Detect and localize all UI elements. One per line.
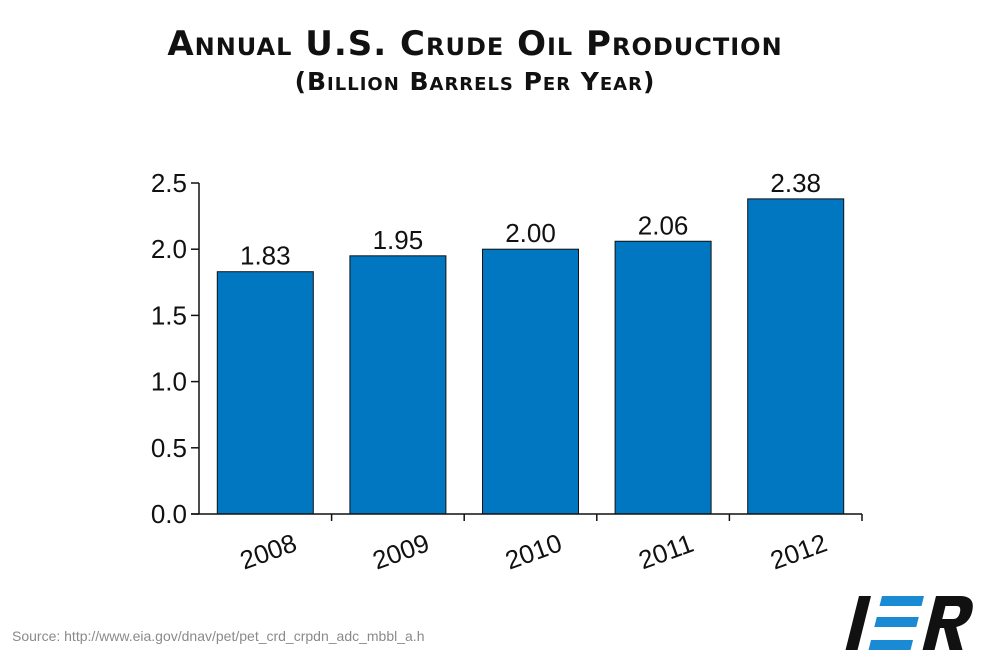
x-tick-label: 2012 xyxy=(766,528,831,576)
y-tick-label: 0.5 xyxy=(151,433,187,463)
title-block: Annual U.S. Crude Oil Production (Billio… xyxy=(0,22,950,98)
bar-value-label: 2.00 xyxy=(505,218,556,248)
bar xyxy=(614,240,712,515)
source-note: Source: http://www.eia.gov/dnav/pet/pet_… xyxy=(12,628,425,644)
y-tick-label: 2.5 xyxy=(151,168,187,198)
bar-value-label: 2.06 xyxy=(638,210,689,240)
y-tick-label: 1.5 xyxy=(151,300,187,330)
bar-value-label: 1.95 xyxy=(373,225,424,255)
bar-value-label: 2.38 xyxy=(770,168,821,198)
x-tick-label: 2011 xyxy=(635,528,698,575)
x-tick-label: 2010 xyxy=(501,528,566,576)
ier-logo xyxy=(845,596,973,650)
bar xyxy=(216,271,314,515)
chart-subtitle: (Billion Barrels Per Year) xyxy=(294,67,656,96)
bar-value-label: 1.83 xyxy=(240,241,291,271)
x-tick-label: 2009 xyxy=(369,528,434,576)
y-tick-label: 0.0 xyxy=(151,499,187,529)
bar xyxy=(349,255,447,515)
y-tick-label: 1.0 xyxy=(151,367,187,397)
y-tick-label: 2.0 xyxy=(151,234,187,264)
bar xyxy=(747,198,845,515)
bar xyxy=(482,248,579,515)
chart-title: Annual U.S. Crude Oil Production xyxy=(167,24,783,64)
x-tick-label: 2008 xyxy=(236,528,301,576)
